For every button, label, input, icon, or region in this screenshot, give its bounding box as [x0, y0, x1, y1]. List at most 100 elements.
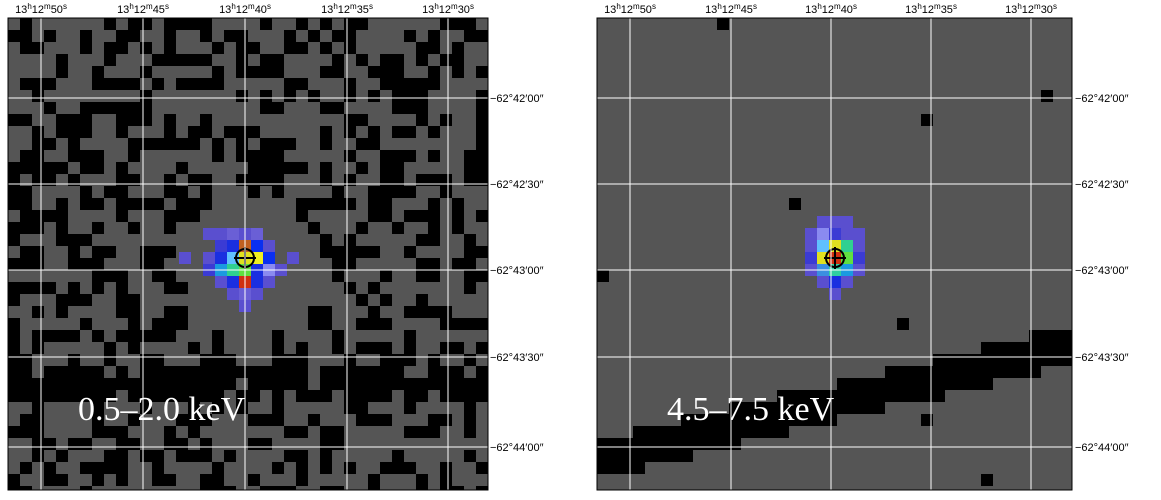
pixel [176, 282, 188, 294]
pixel [92, 222, 104, 234]
pixel [416, 474, 428, 486]
pixel [933, 354, 945, 366]
pixel [272, 138, 284, 150]
pixel [344, 126, 356, 138]
pixel [416, 426, 428, 438]
pixel [368, 126, 380, 138]
dec-label: −62°42′30″ [1075, 179, 1129, 191]
pixel [368, 210, 380, 222]
pixel [945, 366, 957, 378]
pixel [80, 198, 92, 210]
pixel [32, 126, 44, 138]
pixel [332, 54, 344, 66]
pixel [464, 30, 476, 42]
pixel [452, 222, 464, 234]
pixel [392, 186, 404, 198]
pixel [885, 390, 897, 402]
pixel [92, 378, 104, 390]
pixel [344, 78, 356, 90]
pixel [92, 330, 104, 342]
pixel [969, 378, 981, 390]
pixel [20, 354, 32, 366]
pixel [164, 270, 176, 282]
pixel [380, 414, 392, 426]
pixel [308, 306, 320, 318]
pixel [356, 162, 368, 174]
pixel [428, 354, 440, 366]
pixel [44, 102, 56, 114]
pixel [392, 378, 404, 390]
pixel [32, 258, 44, 270]
pixel [188, 378, 200, 390]
pixel [597, 438, 609, 450]
pixel [392, 150, 404, 162]
pixel [140, 90, 152, 102]
pixel [404, 210, 416, 222]
pixel [308, 198, 320, 210]
pixel [176, 438, 188, 450]
pixel [356, 18, 368, 30]
pixel [20, 150, 32, 162]
pixel [68, 366, 80, 378]
pixel [464, 150, 476, 162]
pixel [452, 342, 464, 354]
source-pixel [805, 252, 817, 264]
source-pixel [215, 252, 227, 264]
pixel [200, 78, 212, 90]
pixel [428, 270, 440, 282]
pixel [188, 366, 200, 378]
pixel [476, 378, 488, 390]
pixel [20, 366, 32, 378]
pixel [68, 138, 80, 150]
pixel [981, 366, 993, 378]
pixel [128, 306, 140, 318]
pixel [248, 474, 260, 486]
pixel [609, 450, 621, 462]
pixel [272, 486, 284, 490]
pixel [212, 462, 224, 474]
source-pixel [251, 240, 263, 252]
pixel [176, 306, 188, 318]
pixel [116, 78, 128, 90]
pixel [1005, 366, 1017, 378]
pixel [236, 150, 248, 162]
pixel [368, 390, 380, 402]
pixel [464, 318, 476, 330]
pixel [224, 486, 236, 490]
pixel [32, 390, 44, 402]
pixel [80, 318, 92, 330]
pixel [452, 66, 464, 78]
pixel [116, 114, 128, 126]
pixel [873, 378, 885, 390]
pixel [8, 282, 20, 294]
pixel [44, 474, 56, 486]
pixel [176, 138, 188, 150]
pixel [633, 426, 645, 438]
pixel [452, 18, 464, 30]
pixel [272, 102, 284, 114]
pixel [308, 414, 320, 426]
pixel [32, 162, 44, 174]
ra-label: 13h12m30s [422, 2, 474, 17]
pixel [392, 90, 404, 102]
pixel [440, 474, 452, 486]
pixel [164, 222, 176, 234]
pixel [104, 186, 116, 198]
pixel [416, 42, 428, 54]
pixel [452, 42, 464, 54]
pixel [476, 162, 488, 174]
pixel [633, 450, 645, 462]
pixel [452, 54, 464, 66]
pixel [332, 102, 344, 114]
pixel [140, 258, 152, 270]
pixel [320, 366, 332, 378]
pixel [368, 474, 380, 486]
pixel [164, 42, 176, 54]
pixel [320, 426, 332, 438]
source-pixel [841, 228, 853, 240]
pixel [8, 366, 20, 378]
source-pixel [227, 288, 239, 300]
pixel [356, 366, 368, 378]
pixel [633, 438, 645, 450]
pixel [80, 366, 92, 378]
